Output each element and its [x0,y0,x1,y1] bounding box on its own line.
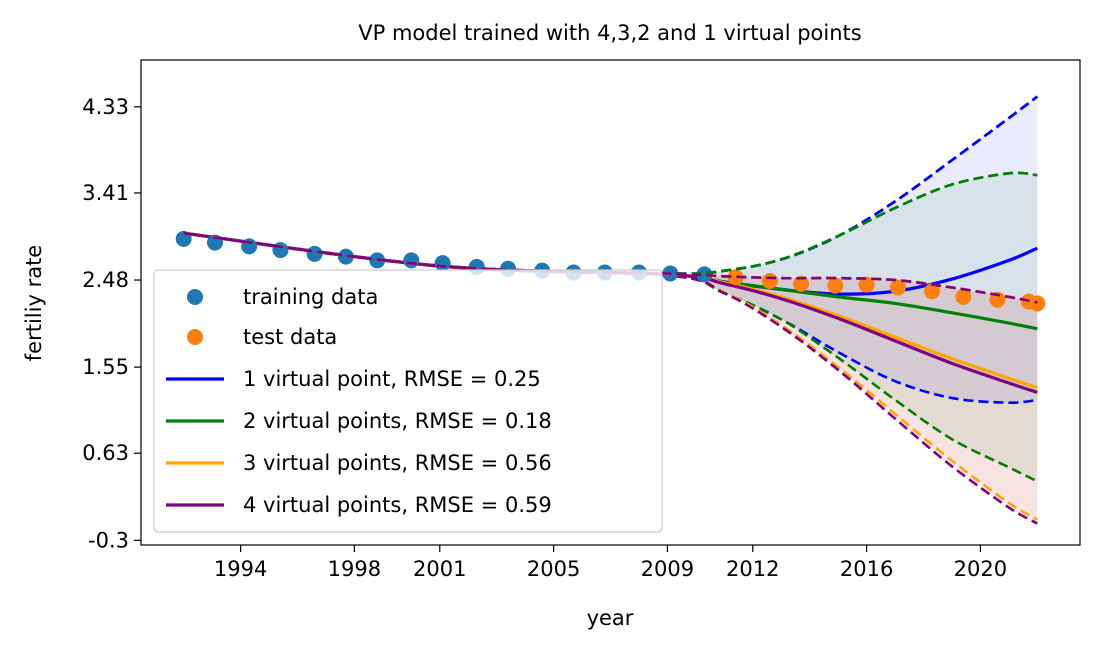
plot-frame [140,59,1081,546]
confidence-bands [183,96,1038,524]
legend-label-series-2: 2 virtual points, RMSE = 0.18 [243,409,552,433]
y-tick-label: 3.41 [82,181,129,205]
scatter-points [175,95,1046,312]
legend-box [153,269,663,533]
legend-items: training data test data 1 virtual point, R… [166,285,552,517]
test-data-point [793,275,810,292]
plot-area [140,59,1081,546]
test-data-point [727,269,744,286]
x-tick-label: 2012 [726,557,779,581]
training-data-point [306,245,323,262]
legend-label-series-4: 4 virtual points, RMSE = 0.59 [243,493,552,517]
training-data-point [403,252,420,269]
test-data-point [955,288,972,305]
training-data-point [337,248,354,265]
confidence-band-1 [183,96,1038,403]
x-tick-label: 2001 [413,557,466,581]
upper-bound-overlay-4 [183,231,1038,304]
y-tick-label: 0.63 [82,441,129,465]
x-tick-label: 2009 [641,557,694,581]
confidence-band-2 [183,172,1038,482]
y-tick-label: 2.48 [82,268,129,292]
x-tick-label: 1994 [214,557,267,581]
x-tick-label: 2005 [527,557,580,581]
legend-label-test-data: test data [243,325,337,349]
test-data-point [761,272,778,289]
legend-label-series-3: 3 virtual points, RMSE = 0.56 [243,451,552,475]
test-data-point [924,283,941,300]
legend: training data test data 1 virtual point, R… [153,269,663,533]
training-data-point [272,242,289,259]
y-tick-label: 4.33 [82,95,129,119]
legend-label-training-data: training data [243,285,378,309]
confidence-band-3 [183,233,1038,520]
training-data-point [696,266,713,283]
y-axis: -0.3 0.63 1.55 2.48 3.41 4.33 [82,95,141,552]
legend-marker-training-data [187,289,203,305]
test-data-point [889,279,906,296]
test-data-point [827,277,844,294]
y-tick-label: -0.3 [88,528,129,552]
legend-label-series-1: 1 virtual point, RMSE = 0.25 [243,367,541,391]
test-data-point [858,276,875,293]
x-axis: 1994 1998 2001 2005 2009 2012 2016 2020 [214,545,1007,581]
x-tick-label: 2020 [954,557,1007,581]
x-tick-label: 1998 [328,557,381,581]
x-axis-label: year [587,606,634,630]
confidence-band-4 [183,233,1038,524]
x-tick-label: 2016 [840,557,893,581]
test-data-point [989,291,1006,308]
legend-marker-test-data [187,329,203,345]
y-tick-label: 1.55 [82,355,129,379]
chart-title: VP model trained with 4,3,2 and 1 virtua… [358,21,861,45]
test-data-point [1029,295,1046,312]
training-data-point [434,255,451,272]
y-axis-label: fertiliy rate [22,245,46,361]
